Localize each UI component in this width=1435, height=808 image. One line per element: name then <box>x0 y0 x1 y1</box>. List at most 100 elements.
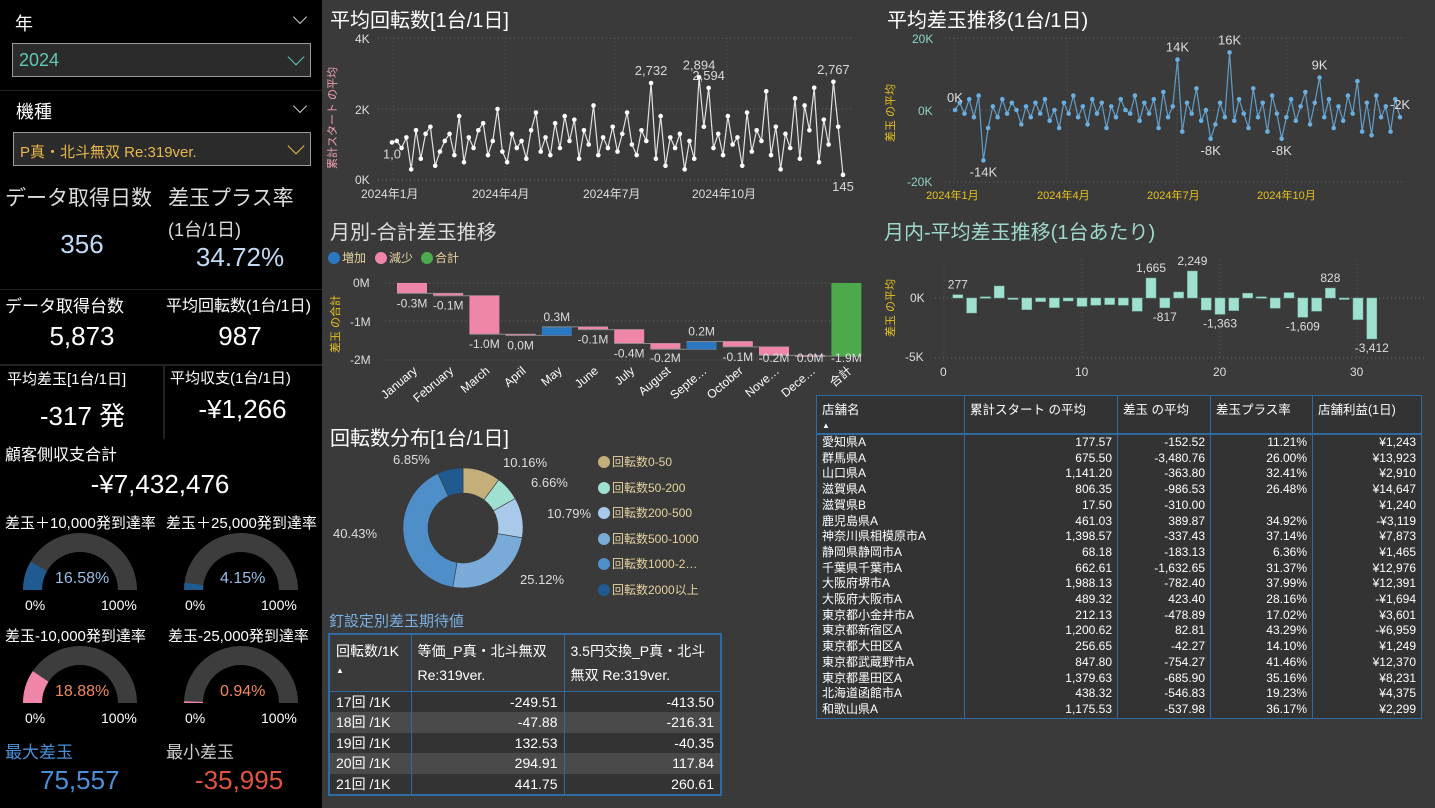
column-header-plus-rate[interactable]: 差玉プラス率 <box>1210 395 1313 435</box>
bar <box>980 296 991 299</box>
x-tick: Dece… <box>778 364 818 400</box>
legend-item: 回転数1000-2… <box>598 555 697 572</box>
data-point <box>548 152 553 158</box>
table-cell: -3,480.76 <box>1117 450 1211 467</box>
table-cell: ¥4,375 <box>1312 686 1422 702</box>
table-row[interactable]: 大阪府堺市A 1,988.13 -782.40 37.99% ¥12,391 <box>816 576 1422 593</box>
data-point <box>1104 125 1109 131</box>
data-point <box>1018 122 1024 127</box>
column-header-equal-rate[interactable]: 等価_P真・北斗無双 Re:319ver. <box>410 633 565 692</box>
x-tick: 2024年7月 <box>1147 190 1200 202</box>
table-row[interactable]: 滋賀県B 17.50 -310.00 ¥1,240 <box>816 497 1422 514</box>
legend-dot-icon <box>598 532 610 545</box>
data-point <box>456 113 462 119</box>
table-row[interactable]: 東京都大田区A 256.65 -42.27 14.10% ¥1,249 <box>816 639 1422 655</box>
data-label: -3,412 <box>1355 341 1389 355</box>
table-row[interactable]: 山口県A 1,141.20 -363.80 32.41% ¥2,910 <box>816 466 1422 483</box>
data-point <box>509 131 515 137</box>
table-row[interactable]: 和歌山県A 1,175.53 -537.98 36.17% ¥2,299 <box>816 701 1422 719</box>
table-cell: 28.16% <box>1210 592 1313 608</box>
data-point <box>696 74 702 80</box>
sort-ascending-icon[interactable]: ▲ <box>336 666 344 675</box>
avg-spins-value: 987 <box>218 321 262 351</box>
sort-ascending-icon[interactable]: ▲ <box>822 421 830 430</box>
table-cell: 山口県A <box>816 466 965 483</box>
table-row[interactable]: 鹿児島県A 461.03 389.87 34.92% -¥3,119 <box>816 513 1422 530</box>
table-cell: 438.32 <box>964 686 1118 702</box>
table-cell: 32.41% <box>1210 466 1313 483</box>
data-point <box>1146 111 1152 116</box>
avg-balance-label: 平均収支(1台/1日) <box>170 370 291 387</box>
x-tick: 2024年1月 <box>361 187 419 201</box>
table-row[interactable]: 群馬県A 675.50 -3,480.76 26.00% ¥13,923 <box>816 450 1422 467</box>
table-cell: 14.10% <box>1210 639 1313 655</box>
table-cell: -¥1,694 <box>1312 592 1422 608</box>
table-cell: ¥3,601 <box>1312 607 1422 624</box>
column-header-store-profit[interactable]: 店舗利益(1日) <box>1312 395 1422 435</box>
table-row[interactable]: 東京都新宿区A 1,200.62 82.81 43.29% -¥6,959 <box>816 623 1422 640</box>
table-row[interactable]: 北海道函館市A 438.32 -546.83 19.23% ¥4,375 <box>816 686 1422 702</box>
gauge-max: 100% <box>261 597 297 613</box>
data-point <box>437 149 443 154</box>
data-point <box>966 96 972 102</box>
table-row[interactable]: 愛知県A 177.57 -152.52 11.21% ¥1,243 <box>816 434 1422 451</box>
table-row[interactable]: 千葉県千葉市A 662.61 -1,632.65 31.37% ¥12,976 <box>816 560 1422 577</box>
x-tick: 2024年7月 <box>583 187 641 201</box>
data-point <box>773 124 779 130</box>
table-cell: -537.98 <box>1117 701 1211 719</box>
column-header-store[interactable]: 店舗名 ▲ <box>816 395 965 435</box>
model-dropdown[interactable]: P真・北斗無双 Re:319ver. <box>13 132 311 166</box>
y-axis-label: 差玉 の合計 <box>330 294 342 354</box>
table-cell: 806.35 <box>964 482 1118 498</box>
data-point <box>1028 114 1034 120</box>
data-label: 0.2M <box>688 325 715 339</box>
data-label: 1,0 <box>383 146 401 161</box>
data-label: 9K <box>1312 58 1328 73</box>
data-point <box>1113 114 1119 120</box>
table-row[interactable]: 滋賀県A 806.35 -986.53 26.48% ¥14,647 <box>816 482 1422 498</box>
column-header-35yen-rate[interactable]: 3.5円交換_P真・北斗無双 Re:319ver. <box>563 633 722 692</box>
data-point <box>1369 132 1374 138</box>
data-point <box>754 128 759 133</box>
y-tick: 0K <box>355 173 370 187</box>
legend-dot-icon <box>598 456 610 468</box>
data-point <box>1374 93 1379 98</box>
x-tick: February <box>410 364 456 406</box>
column-header-spins[interactable]: 回転数/1K ▲ <box>328 633 412 692</box>
table-cell: 461.03 <box>964 513 1118 530</box>
x-tick: 2024年10月 <box>692 187 757 201</box>
year-dropdown[interactable]: 2024 <box>12 43 311 77</box>
data-point <box>1023 104 1029 109</box>
table-cell: 441.75 <box>410 773 565 795</box>
table-row[interactable]: 静岡県静岡市A 68.18 -183.13 6.36% ¥1,465 <box>816 544 1422 561</box>
data-point <box>1052 107 1057 113</box>
data-point <box>952 107 958 113</box>
gauge-track <box>184 646 298 703</box>
legend-dot-icon <box>598 507 610 519</box>
donut-label: 40.43% <box>333 526 378 541</box>
y-axis-label: 差玉 の平均 <box>885 278 897 338</box>
data-point <box>1132 93 1138 98</box>
table-row[interactable]: 東京都武蔵野市A 847.80 -754.27 41.46% ¥12,370 <box>816 654 1422 671</box>
table-cell: 26.48% <box>1210 482 1313 498</box>
table-cell: -47.88 <box>410 712 565 733</box>
data-point <box>1222 114 1228 120</box>
data-label: 2,894 <box>683 57 716 72</box>
table-row[interactable]: 神奈川県相模原市A 1,398.57 -337.43 37.14% ¥7,873 <box>816 529 1422 545</box>
column-header-avg-start[interactable]: 累計スタート の平均 <box>964 395 1118 435</box>
bar <box>1021 297 1033 310</box>
column-header-avg-diff[interactable]: 差玉 の平均 <box>1117 395 1211 435</box>
data-point <box>1321 114 1327 120</box>
x-tick: 合計 <box>826 363 854 390</box>
table-row[interactable]: 東京都墨田区A 1,379.63 -685.90 35.16% ¥8,231 <box>816 670 1422 687</box>
data-point <box>619 131 625 137</box>
table-row[interactable]: 東京都小金井市A 212.13 -478.89 17.02% ¥3,601 <box>816 607 1422 624</box>
data-point <box>739 163 745 169</box>
table-row[interactable]: 大阪府大阪市A 489.32 423.40 28.16% -¥1,694 <box>816 592 1422 608</box>
data-point <box>1392 96 1398 102</box>
table-cell: 68.18 <box>964 544 1118 561</box>
data-point <box>735 135 740 140</box>
y-axis-label: 差玉 の平均 <box>885 83 897 143</box>
table-cell: -¥3,119 <box>1312 513 1422 530</box>
data-label: -0.1M <box>433 299 464 313</box>
